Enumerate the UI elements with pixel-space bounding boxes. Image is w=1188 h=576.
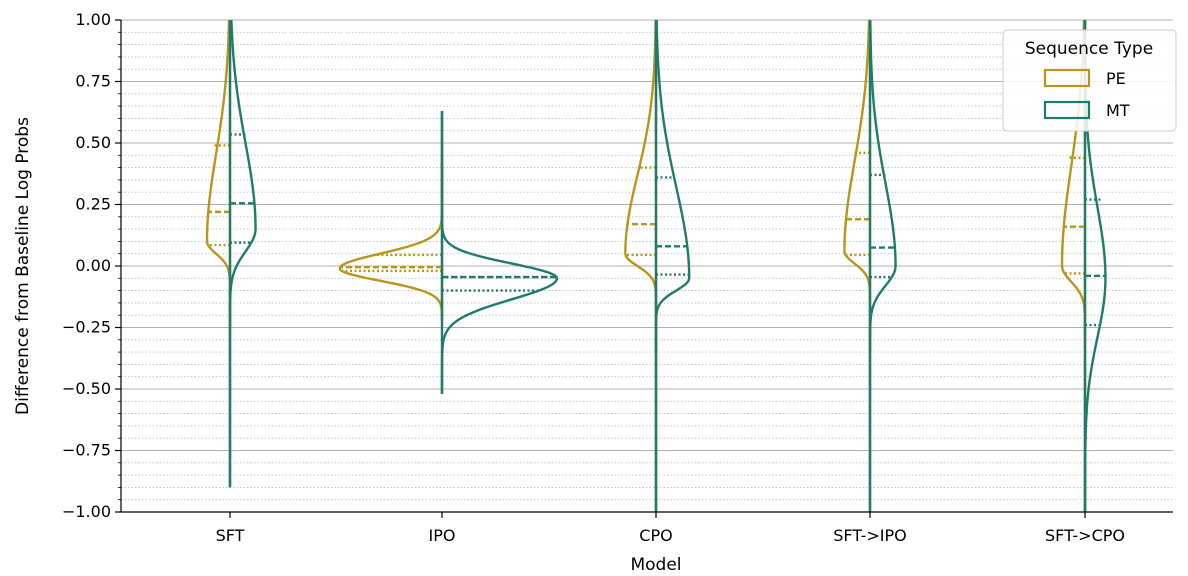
y-tick-label: 0.00 (75, 256, 111, 275)
legend: Sequence Type PE MT (1002, 29, 1177, 132)
legend-swatch-mt (1043, 100, 1091, 120)
y-tick-label: 0.50 (75, 133, 111, 152)
y-ticks: −1.00 −0.75 −0.50 −0.25 0.00 0.25 0.50 0.75 1.00 (62, 10, 121, 521)
violins (205, 19, 1107, 512)
violin-pe-3 (843, 19, 872, 353)
violin-outline (843, 19, 872, 353)
violin-mt-1 (440, 111, 559, 394)
violin-mt-0 (228, 19, 257, 488)
x-ticks: SFT IPO CPO SFT->IPO SFT->CPO (216, 512, 1125, 545)
legend-label-pe: PE (1106, 69, 1126, 88)
y-axis-label: Difference from Baseline Log Probs (13, 117, 33, 415)
y-tick-label: −0.25 (62, 318, 111, 337)
violin-outline (440, 111, 559, 394)
y-tick-label: 0.25 (75, 195, 111, 214)
y-tick-label: −0.50 (62, 379, 111, 398)
x-tick-label: IPO (429, 526, 456, 545)
y-tick-label: −0.75 (62, 441, 111, 460)
violin-pe-2 (624, 19, 658, 353)
grid (121, 19, 1173, 513)
y-tick-label: −1.00 (62, 502, 111, 521)
violin-pe-0 (205, 19, 232, 328)
legend-swatch-pe (1043, 68, 1091, 88)
legend-label-mt: MT (1106, 101, 1130, 120)
x-axis-label: Model (630, 555, 681, 575)
x-tick-label: SFT->IPO (833, 526, 907, 545)
violin-outline (624, 19, 658, 353)
x-tick-label: SFT->CPO (1045, 526, 1125, 545)
legend-title: Sequence Type (1025, 39, 1153, 59)
violin-mt-3 (868, 19, 897, 512)
violin-outline (205, 19, 232, 328)
y-tick-label: 0.75 (75, 72, 111, 91)
x-tick-label: CPO (639, 526, 672, 545)
violin-mt-2 (654, 19, 691, 512)
y-tick-label: 1.00 (75, 10, 111, 29)
x-tick-label: SFT (216, 526, 245, 545)
